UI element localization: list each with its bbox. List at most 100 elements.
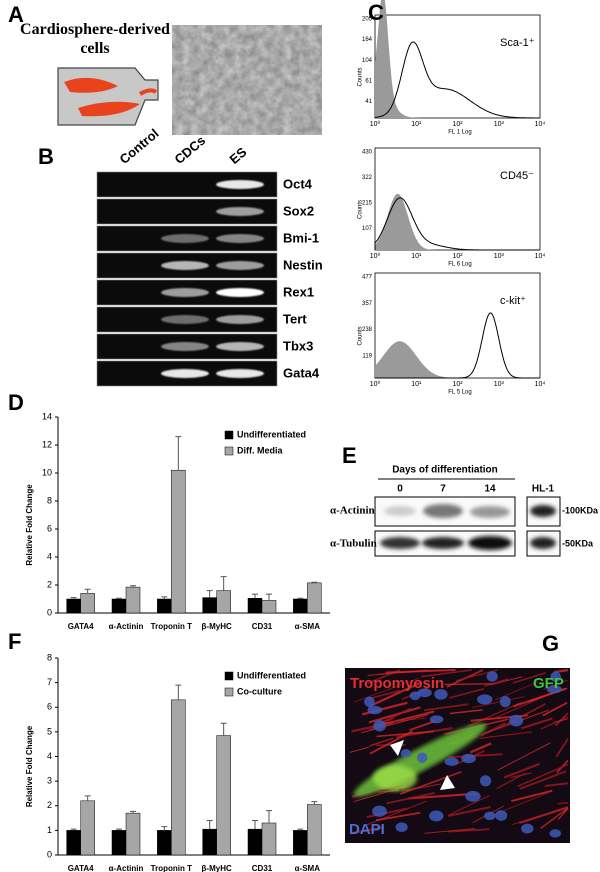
fibers (349, 668, 569, 835)
flow-x-tick: 10⁴ (535, 381, 546, 388)
fiber (480, 722, 506, 737)
fiber (368, 706, 421, 724)
fiber (369, 737, 394, 747)
y-tick-label: 6 (47, 523, 52, 533)
flow-y-label: Counts (358, 67, 364, 86)
gene-label: Oct4 (283, 176, 313, 191)
error-bar (252, 593, 258, 599)
fiber (467, 701, 522, 728)
bar (247, 598, 263, 614)
y-tick-label: 8 (47, 495, 52, 505)
y-tick-label: 4 (47, 551, 52, 561)
error-bar (116, 828, 122, 831)
x-tick-label: GATA4 (68, 864, 94, 872)
fiber (479, 731, 532, 739)
fiber (420, 669, 473, 678)
y-axis-label: Relative Fold Change (25, 484, 34, 566)
bar (247, 828, 263, 856)
nucleus (395, 822, 408, 832)
fiber (497, 742, 551, 771)
x-tick-label: Troponin T (151, 864, 192, 872)
flask (57, 67, 159, 126)
panel-label: G (542, 631, 559, 656)
fiber (503, 762, 540, 779)
fiber (544, 782, 569, 787)
sample-histogram (374, 197, 540, 251)
x-tick-label: Troponin T (151, 622, 192, 631)
x-tick-label: β-MyHC (202, 864, 232, 872)
fiber (540, 807, 569, 829)
bar (157, 598, 172, 614)
flow-y-tick: 430 (362, 150, 373, 156)
lane-label: ES (226, 144, 249, 167)
flow-x-tick: 10¹ (411, 121, 422, 128)
fluorescence-image: Tropomyosin GFP DAPI (345, 668, 570, 843)
error-bar (252, 820, 258, 830)
fiber (368, 682, 420, 708)
flow-x-tick: 10¹ (411, 253, 422, 260)
gfp-cell (373, 765, 417, 791)
x-tick-label: α-Actinin (109, 864, 144, 872)
flow-x-tick: 10² (452, 381, 463, 388)
flow-y-tick: 215 (362, 201, 373, 207)
error-bar (311, 581, 318, 583)
legend-swatch (224, 430, 234, 440)
fiber (386, 791, 436, 805)
nucleus (486, 671, 498, 682)
fiber (521, 717, 553, 730)
nucleus (546, 685, 562, 694)
bar (66, 830, 81, 856)
error-bar (161, 826, 168, 831)
legend-swatch (224, 671, 234, 681)
bar (216, 735, 231, 856)
flow-x-tick: 10¹ (411, 381, 422, 388)
y-tick-label: 14 (42, 411, 52, 421)
lane-label: 14 (484, 484, 496, 495)
nucleus (409, 691, 421, 701)
fiber (353, 677, 420, 703)
gene-label: Rex1 (283, 284, 314, 299)
x-tick-label: α-SMA (295, 622, 321, 631)
bar (125, 812, 141, 856)
nucleus (429, 715, 444, 724)
nucleus (429, 810, 444, 822)
fiber (554, 718, 569, 723)
fiber (472, 696, 525, 708)
error-bar (161, 596, 168, 599)
fiber (511, 789, 553, 803)
y-tick-label: 2 (47, 579, 52, 589)
fiber (444, 683, 493, 686)
gel-band (216, 315, 264, 324)
bar (307, 582, 322, 614)
bar (66, 598, 81, 614)
fiber (408, 792, 477, 800)
fiber (350, 826, 383, 835)
nucleus (465, 790, 481, 802)
panel-label: C (368, 0, 384, 25)
error-bar (220, 722, 227, 736)
y-tick-label: 0 (47, 607, 52, 617)
x-tick-label: GATA4 (68, 622, 94, 631)
size-label: -100KDa (562, 505, 599, 515)
panel-label: A (8, 2, 24, 27)
micrograph-texture (172, 25, 322, 135)
gene-label: Nestin (283, 257, 323, 272)
gene-label: Tbx3 (283, 338, 313, 353)
flow-y-tick: 357 (362, 301, 373, 307)
fiber (540, 716, 569, 730)
flow-y-tick: 107 (362, 226, 373, 232)
error-bar (297, 597, 304, 599)
gel-band (216, 342, 264, 351)
blot-title: Days of differentiation (392, 465, 498, 476)
bar (171, 469, 186, 614)
legend-swatch (224, 446, 234, 456)
error-bar (84, 795, 91, 801)
fiber (555, 738, 569, 758)
error-bar (311, 801, 318, 805)
error-bar (175, 436, 182, 471)
bar (293, 598, 308, 614)
flow-y-label: Counts (358, 200, 364, 219)
gene-label: Gata4 (283, 365, 320, 380)
y-tick-label: 1 (47, 825, 52, 835)
flow-y-tick: 477 (362, 275, 373, 281)
